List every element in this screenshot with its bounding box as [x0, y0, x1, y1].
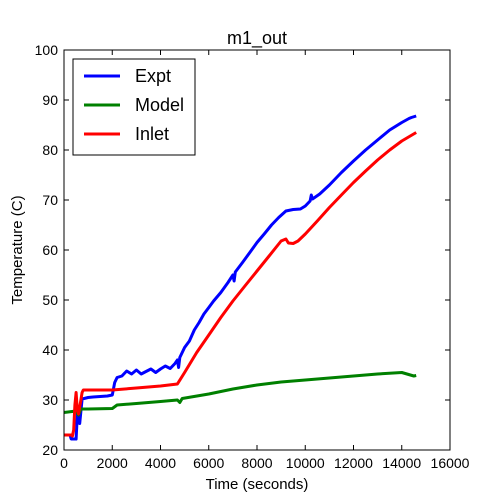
x-tick-label: 8000	[241, 455, 272, 471]
x-tick-label: 16000	[431, 455, 470, 471]
series-layer	[63, 114, 417, 441]
x-tick-label: 0	[60, 455, 68, 471]
y-tick-label: 30	[42, 392, 58, 408]
series-line-inlet	[64, 131, 417, 438]
y-tick-label: 70	[42, 192, 58, 208]
x-tick-label: 14000	[382, 455, 421, 471]
x-tick-label: 12000	[334, 455, 373, 471]
x-tick-label: 6000	[193, 455, 224, 471]
y-axis-title: Temperature (C)	[9, 195, 26, 304]
x-tick-label: 4000	[145, 455, 176, 471]
y-tick-label: 80	[42, 142, 58, 158]
y-tick-label: 90	[42, 92, 58, 108]
y-tick-label: 60	[42, 242, 58, 258]
y-tick-label: 100	[35, 42, 59, 58]
y-tick-label: 20	[42, 442, 58, 458]
x-axis-title: Time (seconds)	[206, 476, 309, 493]
legend: Expt Model Inlet	[72, 58, 196, 156]
series-line-expt	[64, 114, 417, 441]
legend-label-model: Model	[135, 95, 184, 115]
tick-layer: 0 2000 4000 6000 8000 10000 12000 14000 16000 20 3…	[35, 42, 470, 471]
x-tick-label: 10000	[286, 455, 325, 471]
series-line-model	[63, 371, 417, 417]
y-tick-label: 50	[42, 292, 58, 308]
plot-frame	[63, 49, 451, 451]
chart-title: m1_out	[227, 28, 287, 49]
legend-label-expt: Expt	[135, 66, 171, 86]
x-tick-label: 2000	[97, 455, 128, 471]
y-tick-label: 40	[42, 342, 58, 358]
legend-label-inlet: Inlet	[135, 124, 169, 144]
